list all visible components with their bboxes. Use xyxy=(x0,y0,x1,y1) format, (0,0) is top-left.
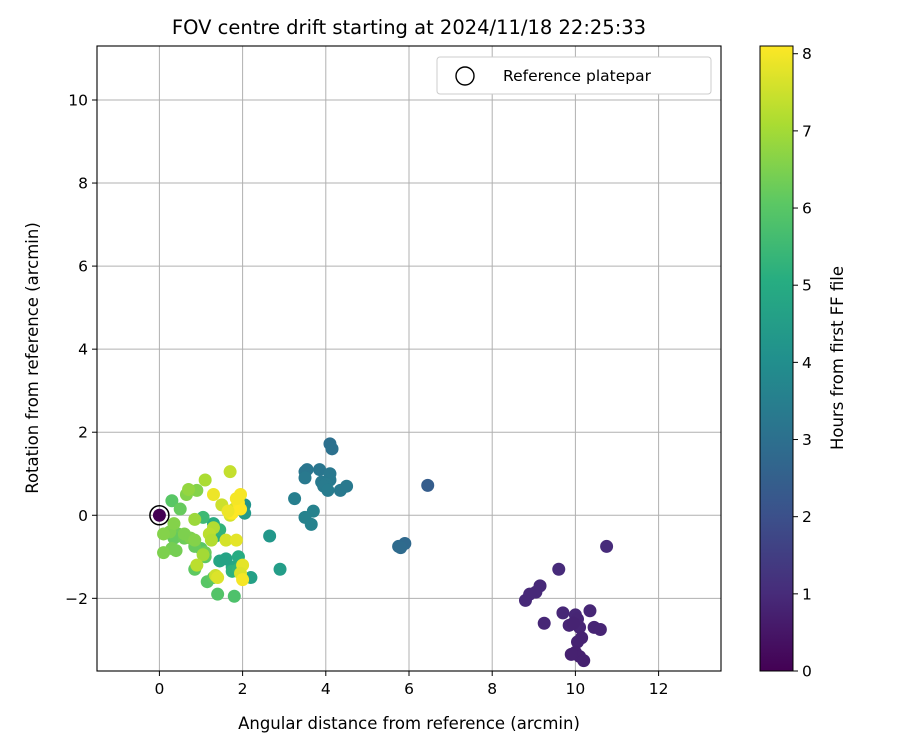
data-point xyxy=(537,616,551,630)
data-point xyxy=(167,517,181,531)
y-tick-label: 0 xyxy=(78,507,88,525)
x-tick-label: 4 xyxy=(321,680,331,698)
y-axis-ticks: −2 0 2 4 6 8 10 xyxy=(65,91,97,608)
data-point xyxy=(211,571,225,585)
y-tick-label: 4 xyxy=(78,341,88,359)
data-point xyxy=(288,492,302,506)
data-point xyxy=(298,471,312,485)
data-point xyxy=(556,606,570,620)
data-point xyxy=(577,654,591,668)
colorbar: 0 1 2 3 4 5 6 7 8 Hours from first FF file xyxy=(759,45,847,681)
data-point xyxy=(198,473,212,487)
data-point xyxy=(229,533,243,547)
data-point xyxy=(325,442,339,456)
data-point xyxy=(182,483,196,497)
data-point xyxy=(227,589,241,603)
colorbar-tick-label: 7 xyxy=(802,122,812,140)
data-point xyxy=(211,587,225,601)
data-point xyxy=(223,465,237,479)
data-point xyxy=(263,529,277,543)
colorbar-tick-label: 3 xyxy=(802,431,812,449)
data-point xyxy=(196,548,210,562)
y-tick-label: −2 xyxy=(65,590,88,608)
data-point xyxy=(165,494,179,508)
data-point xyxy=(421,478,435,492)
plot-area xyxy=(96,45,722,672)
colorbar-gradient xyxy=(760,46,793,671)
legend-box xyxy=(436,56,712,95)
data-point xyxy=(157,527,171,541)
colorbar-tick-label: 6 xyxy=(802,200,812,218)
y-tick-label: 6 xyxy=(78,258,88,276)
data-point xyxy=(229,492,243,506)
data-point xyxy=(593,622,607,636)
legend-entry-reference: Reference platepar xyxy=(503,67,652,85)
y-tick-label: 2 xyxy=(78,424,88,442)
data-points xyxy=(152,437,614,668)
colorbar-tick-label: 2 xyxy=(802,508,812,526)
reference-marker-group xyxy=(149,505,170,526)
data-point xyxy=(219,552,233,566)
data-point xyxy=(273,562,287,576)
x-axis-ticks: 0 2 4 6 8 10 12 xyxy=(154,671,668,698)
data-point xyxy=(188,512,202,526)
data-point xyxy=(219,533,233,547)
x-tick-label: 10 xyxy=(566,680,586,698)
data-point xyxy=(190,558,204,572)
x-tick-label: 12 xyxy=(649,680,669,698)
chart-title: FOV centre drift starting at 2024/11/18 … xyxy=(172,16,646,39)
colorbar-tick-label: 4 xyxy=(802,354,812,372)
legend: Reference platepar xyxy=(436,56,712,95)
data-point xyxy=(564,647,578,661)
colorbar-tick-label: 5 xyxy=(802,277,812,295)
colorbar-frame xyxy=(759,45,794,672)
x-tick-label: 6 xyxy=(404,680,414,698)
data-point xyxy=(600,539,614,553)
data-point xyxy=(204,533,218,547)
data-point xyxy=(566,616,580,630)
y-tick-label: 8 xyxy=(78,175,88,193)
y-axis-label: Rotation from reference (arcmin) xyxy=(23,222,42,494)
data-point xyxy=(304,517,318,531)
colorbar-tick-label: 0 xyxy=(802,663,812,681)
data-point xyxy=(206,488,220,502)
data-point xyxy=(169,544,183,558)
colorbar-ticks: 0 1 2 3 4 5 6 7 8 xyxy=(793,45,812,681)
data-point xyxy=(313,463,327,477)
data-point xyxy=(518,593,532,607)
x-tick-label: 0 xyxy=(154,680,164,698)
data-point xyxy=(152,508,166,522)
data-point xyxy=(394,541,408,555)
x-tick-label: 8 xyxy=(487,680,497,698)
colorbar-label: Hours from first FF file xyxy=(828,266,847,450)
x-tick-label: 2 xyxy=(238,680,248,698)
data-point xyxy=(552,562,566,576)
data-point xyxy=(321,483,335,497)
reference-marker xyxy=(149,505,170,526)
data-point xyxy=(570,635,584,649)
data-point xyxy=(583,604,597,618)
data-point xyxy=(236,573,250,587)
data-point xyxy=(188,533,202,547)
data-point xyxy=(340,479,354,493)
data-point xyxy=(157,546,171,560)
colorbar-tick-label: 1 xyxy=(802,585,812,603)
data-point xyxy=(173,502,187,516)
y-tick-label: 10 xyxy=(68,91,88,109)
legend-reference-marker xyxy=(455,66,475,86)
colorbar-tick-label: 8 xyxy=(802,45,812,63)
x-axis-label: Angular distance from reference (arcmin) xyxy=(238,714,580,733)
data-point xyxy=(221,504,235,518)
